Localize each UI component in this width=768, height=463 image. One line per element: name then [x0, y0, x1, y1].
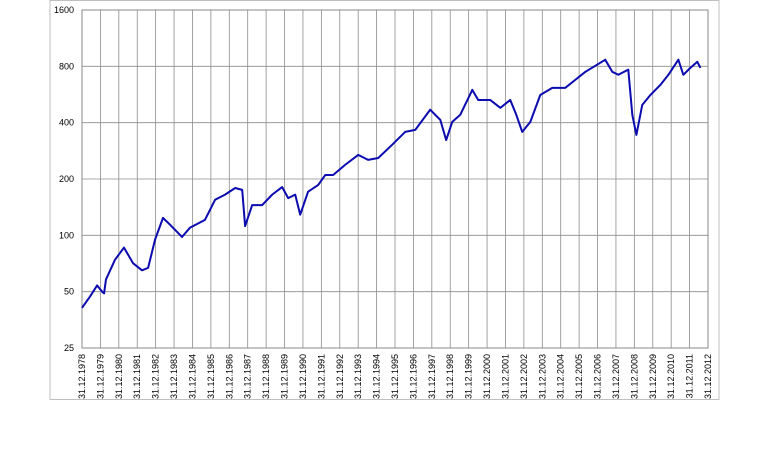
x-tick-label: 31.12.1992	[335, 354, 345, 399]
x-tick-label: 31.12.1986	[224, 354, 234, 399]
x-tick-label: 31.12.1983	[169, 354, 179, 399]
x-tick-label: 31.12.2001	[500, 354, 510, 399]
x-tick-label: 31.12.2010	[666, 354, 676, 399]
y-tick-label: 25	[64, 343, 74, 353]
x-tick-label: 31.12.1982	[151, 354, 161, 399]
x-tick-label: 31.12.1998	[445, 354, 455, 399]
x-tick-label: 31.12.2005	[574, 354, 584, 399]
labels: 25 50 100 200 400 800 1600 31.12.1978 31.12.1979…	[54, 5, 713, 399]
x-tick-label: 31.12.2000	[482, 354, 492, 399]
grid	[81, 9, 709, 349]
x-tick-label: 31.12.1990	[298, 354, 308, 399]
y-tick-label: 50	[64, 287, 74, 297]
x-tick-label: 31.12.1985	[206, 354, 216, 399]
y-tick-label: 400	[59, 118, 74, 128]
x-tick-label: 31.12.1991	[316, 354, 326, 399]
x-tick-label: 31.12.1980	[114, 354, 124, 399]
x-tick-label: 31.12.1988	[261, 354, 271, 399]
data-line	[81, 58, 702, 309]
y-tick-label: 200	[59, 174, 74, 184]
x-tick-label: 31.12.2004	[556, 354, 566, 399]
x-tick-label: 31.12.1993	[353, 354, 363, 399]
x-tick-label: 31.12.2006	[593, 354, 603, 399]
x-tick-label: 31.12.1996	[408, 354, 418, 399]
y-tick-label: 100	[59, 230, 74, 240]
y-tick-label: 1600	[54, 5, 74, 15]
x-tick-label: 31.12.1994	[372, 354, 382, 399]
x-tick-label: 31.12.1979	[95, 354, 105, 399]
x-tick-label: 31.12.1987	[243, 354, 253, 399]
x-tick-label: 31.12.1999	[464, 354, 474, 399]
x-tick-label: 31.12.1995	[390, 354, 400, 399]
x-tick-label: 31.12.2003	[537, 354, 547, 399]
x-tick-label: 31.12.2011	[685, 354, 695, 398]
x-tick-label: 31.12.2002	[519, 354, 529, 399]
chart-frame	[49, 0, 720, 400]
x-tick-label: 31.12.1978	[77, 354, 87, 399]
x-tick-label: 31.12.1997	[427, 354, 437, 399]
x-tick-label: 31.12.1989	[280, 354, 290, 399]
x-tick-label: 31.12.1981	[132, 354, 142, 399]
x-tick-label: 31.12.2008	[629, 354, 639, 399]
x-tick-label: 31.12.2007	[611, 354, 621, 399]
x-tick-label: 31.12.2012	[703, 354, 713, 399]
x-tick-label: 31.12.1984	[187, 354, 197, 399]
x-tick-label: 31.12.2009	[648, 354, 658, 399]
plot-frame	[81, 9, 709, 349]
marks	[81, 58, 702, 309]
y-tick-label: 800	[59, 61, 74, 71]
